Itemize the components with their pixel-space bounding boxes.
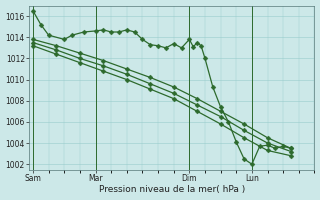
X-axis label: Pression niveau de la mer( hPa ): Pression niveau de la mer( hPa ) [99, 185, 245, 194]
